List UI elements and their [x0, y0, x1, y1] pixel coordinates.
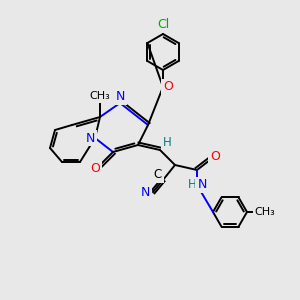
Text: H: H	[163, 136, 171, 148]
Text: H: H	[188, 178, 196, 191]
Text: O: O	[163, 80, 173, 94]
Text: N: N	[85, 131, 95, 145]
Text: Cl: Cl	[157, 19, 169, 32]
Text: N: N	[197, 178, 207, 191]
Text: CH₃: CH₃	[90, 91, 110, 101]
Text: CH₃: CH₃	[255, 207, 275, 217]
Text: C: C	[154, 169, 162, 182]
Text: N: N	[140, 185, 150, 199]
Text: Cl: Cl	[157, 19, 169, 32]
Text: O: O	[210, 151, 220, 164]
Text: O: O	[90, 163, 100, 176]
Text: N: N	[115, 91, 125, 103]
